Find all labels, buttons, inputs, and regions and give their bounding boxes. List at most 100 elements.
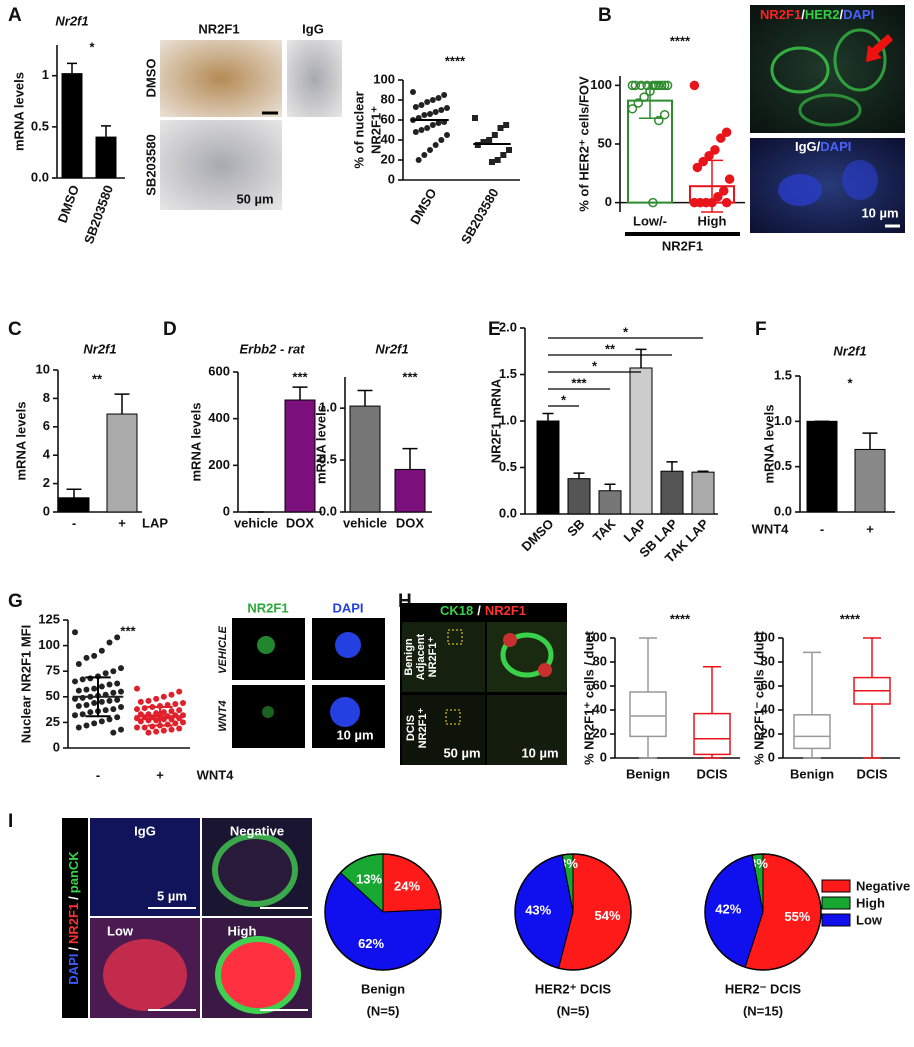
scale-label: 50 µm	[236, 191, 273, 206]
data-point	[91, 699, 98, 706]
arrow	[866, 34, 893, 62]
data-point	[79, 676, 86, 683]
data-point	[180, 719, 186, 726]
data-point	[87, 709, 94, 716]
x-tick-label: SB	[564, 516, 587, 539]
significance: *	[592, 358, 598, 373]
data-point	[106, 681, 113, 688]
data-point	[153, 728, 160, 735]
data-point	[118, 688, 124, 695]
panel-i-images: DAPI / NR2F1 / panCK IgG Negative Low High 5…	[62, 818, 312, 1018]
y-tick-label: 0	[43, 503, 50, 518]
pie-subtitle: (N=5)	[367, 1003, 400, 1018]
data-point	[168, 708, 175, 715]
data-point	[506, 147, 512, 153]
box	[629, 691, 667, 738]
image-label: NR2F1⁺	[427, 636, 439, 677]
micrograph	[402, 695, 485, 765]
data-point	[145, 697, 152, 704]
data-point	[106, 639, 113, 646]
label-part: /	[66, 947, 81, 951]
data-point	[486, 137, 493, 143]
y-tick-label: 40	[761, 701, 775, 716]
significance: *	[561, 392, 567, 407]
data-point	[110, 689, 117, 696]
data-point	[91, 652, 98, 659]
cell	[212, 833, 298, 907]
y-tick-label: 1.0	[774, 413, 792, 428]
data-point	[160, 716, 167, 723]
data-point	[134, 706, 140, 713]
data-point	[441, 92, 448, 98]
image-label: NR2F1⁺	[417, 707, 429, 748]
data-point	[500, 152, 507, 158]
data-point	[172, 700, 179, 707]
data-point	[432, 109, 439, 115]
x-tick-label: DMSO	[55, 183, 82, 225]
data-point	[160, 727, 167, 734]
data-point	[114, 680, 121, 687]
y-axis-label: % of HER2⁺ cells/FOV	[576, 76, 591, 212]
x-tick-label: +	[156, 767, 164, 782]
y-tick-label: 200	[208, 457, 230, 472]
data-point	[689, 80, 700, 91]
label-part: /	[840, 7, 844, 22]
significance: ****	[445, 53, 466, 68]
image-label: Adjacent	[415, 633, 427, 680]
x-tick-label: vehicle	[343, 515, 387, 530]
significance: ***	[120, 623, 136, 638]
cell	[215, 936, 301, 1014]
whisker	[803, 651, 821, 715]
x-tick-label: DCIS	[696, 766, 727, 781]
data-point	[72, 678, 78, 685]
data-point	[444, 132, 450, 138]
data-point	[633, 98, 644, 108]
image-label: Negative	[230, 823, 284, 838]
image-label: DMSO	[143, 59, 158, 98]
x-tick-label: TAK	[590, 516, 619, 545]
image-label: DAPI / NR2F1 / panCK	[66, 851, 81, 985]
data-point	[164, 721, 171, 728]
y-axis-label: NR2F1⁺	[368, 106, 383, 154]
micrograph	[160, 120, 282, 210]
image-label: Low	[107, 923, 134, 938]
data-point	[118, 665, 124, 672]
data-point	[494, 157, 501, 163]
nucleus	[778, 174, 822, 206]
data-point	[412, 129, 419, 135]
y-tick-label: 60	[593, 677, 607, 692]
label-part: DAPI	[843, 7, 874, 22]
x-tick-label: DMSO	[407, 186, 439, 227]
y-axis-label: Nuclear NR2F1 MFI	[18, 625, 33, 743]
error-bar	[635, 348, 647, 368]
data-point	[145, 729, 152, 736]
x-tick-label: Benign	[626, 766, 670, 781]
panel-g-images: NR2F1 DAPI VEHICLE WNT4 10 µm	[217, 600, 385, 748]
image-label: High	[228, 923, 257, 938]
image-label: CK18 / NR2F1	[440, 603, 526, 618]
data-point	[176, 725, 183, 732]
x-tick-label: Benign	[790, 766, 834, 781]
y-tick-label: 6	[43, 418, 50, 433]
pie-subtitle: (N=15)	[743, 1003, 783, 1018]
x-tick-label: Low/-	[633, 213, 667, 228]
legend-label: High	[856, 895, 885, 910]
data-point	[654, 115, 664, 126]
micrograph	[487, 695, 567, 765]
data-point	[98, 698, 105, 705]
data-point	[168, 691, 175, 698]
significance: ***	[402, 369, 418, 384]
y-tick-label: 20	[761, 725, 775, 740]
bar	[394, 468, 426, 513]
x-axis-label: LAP	[142, 515, 168, 530]
data-point	[83, 701, 90, 708]
data-point	[72, 712, 78, 719]
data-point	[110, 729, 117, 736]
data-point	[91, 685, 98, 692]
significance: ****	[840, 611, 861, 626]
y-tick-label: 40	[381, 131, 395, 146]
chart-title: Nr2f1	[375, 341, 408, 356]
y-tick-label: 400	[208, 410, 230, 425]
panel-letter: A	[8, 5, 22, 26]
